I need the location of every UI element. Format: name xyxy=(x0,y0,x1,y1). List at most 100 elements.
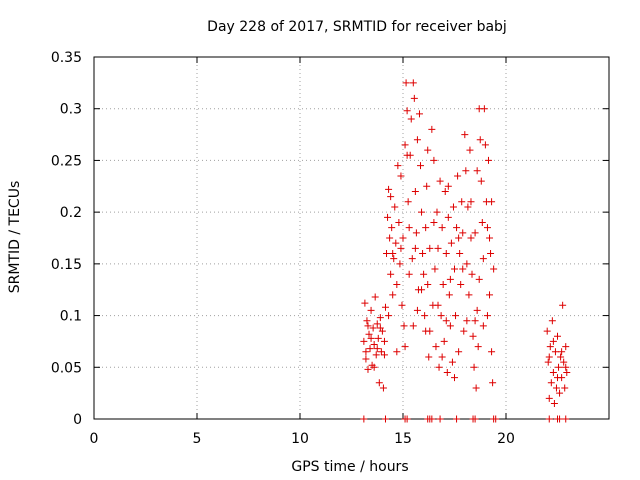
data-point xyxy=(486,234,494,242)
data-point xyxy=(563,368,571,376)
data-point xyxy=(483,312,491,320)
data-point xyxy=(483,224,491,232)
data-point xyxy=(419,250,427,258)
data-point xyxy=(467,198,475,206)
data-point xyxy=(468,270,476,278)
data-point xyxy=(425,353,433,361)
data-point xyxy=(446,275,454,283)
data-point xyxy=(405,270,413,278)
data-point xyxy=(473,306,481,314)
data-point xyxy=(462,167,470,175)
data-point xyxy=(557,353,565,361)
data-points xyxy=(360,79,571,423)
data-point xyxy=(362,355,370,363)
data-point xyxy=(410,94,418,102)
data-point xyxy=(447,239,455,247)
data-point xyxy=(548,317,556,325)
data-point xyxy=(362,348,370,356)
data-point xyxy=(453,415,461,423)
data-point xyxy=(459,265,467,273)
y-tick-label: 0.25 xyxy=(51,153,82,169)
data-point xyxy=(453,224,461,232)
data-point xyxy=(415,110,423,118)
data-point xyxy=(444,213,452,221)
data-point xyxy=(436,177,444,185)
data-point xyxy=(377,348,385,356)
data-point xyxy=(457,281,465,289)
data-point xyxy=(460,327,468,335)
data-point xyxy=(376,324,384,332)
data-point xyxy=(397,172,405,180)
data-point xyxy=(379,384,387,392)
data-point xyxy=(401,343,409,351)
data-point xyxy=(420,270,428,278)
data-point xyxy=(459,229,467,237)
data-point xyxy=(399,234,407,242)
data-point xyxy=(558,348,566,356)
data-point xyxy=(389,291,397,299)
data-point xyxy=(398,301,406,309)
data-point xyxy=(467,234,475,242)
data-point xyxy=(411,244,419,252)
data-point xyxy=(442,317,450,325)
data-point xyxy=(552,384,560,392)
data-point xyxy=(395,218,403,226)
data-point xyxy=(434,244,442,252)
data-point xyxy=(423,182,431,190)
data-point xyxy=(439,281,447,289)
grid-lines xyxy=(94,57,609,419)
data-point xyxy=(367,306,375,314)
data-point xyxy=(440,337,448,345)
data-point xyxy=(405,224,413,232)
data-point xyxy=(445,291,453,299)
data-point xyxy=(561,384,569,392)
x-tick-label: 5 xyxy=(193,431,202,447)
data-point xyxy=(364,365,372,373)
data-point xyxy=(438,353,446,361)
data-point xyxy=(466,146,474,154)
data-point xyxy=(434,301,442,309)
data-point xyxy=(401,141,409,149)
data-point xyxy=(473,167,481,175)
data-point xyxy=(361,299,369,307)
data-point xyxy=(381,415,389,423)
data-point xyxy=(367,334,375,342)
data-point xyxy=(363,317,371,325)
data-point xyxy=(372,351,380,359)
data-point xyxy=(428,415,436,423)
data-point xyxy=(560,358,568,366)
data-point xyxy=(449,203,457,211)
data-point xyxy=(403,415,411,423)
data-point xyxy=(386,234,394,242)
data-point xyxy=(562,415,570,423)
x-axis-ticks: 0 5 10 15 20 xyxy=(90,57,515,447)
data-point xyxy=(390,255,398,263)
data-point xyxy=(488,198,496,206)
data-point xyxy=(365,330,373,338)
data-point xyxy=(364,322,372,330)
data-point xyxy=(464,203,472,211)
data-point xyxy=(360,415,368,423)
data-point xyxy=(549,337,557,345)
data-point xyxy=(391,203,399,211)
data-point xyxy=(438,224,446,232)
data-point xyxy=(472,384,480,392)
data-point xyxy=(470,363,478,371)
data-point xyxy=(417,162,425,170)
data-point xyxy=(413,136,421,144)
data-point xyxy=(371,293,379,301)
data-point xyxy=(422,224,430,232)
data-point xyxy=(402,79,410,87)
data-point xyxy=(435,363,443,371)
data-point xyxy=(436,415,444,423)
data-point xyxy=(431,265,439,273)
data-point xyxy=(451,265,458,273)
data-point xyxy=(422,327,430,335)
data-point xyxy=(455,234,463,242)
data-point xyxy=(471,415,479,423)
chart-title: Day 228 of 2017, SRMTID for receiver bab… xyxy=(207,19,507,35)
data-point xyxy=(408,255,416,263)
data-point xyxy=(454,172,462,180)
data-point xyxy=(393,281,401,289)
